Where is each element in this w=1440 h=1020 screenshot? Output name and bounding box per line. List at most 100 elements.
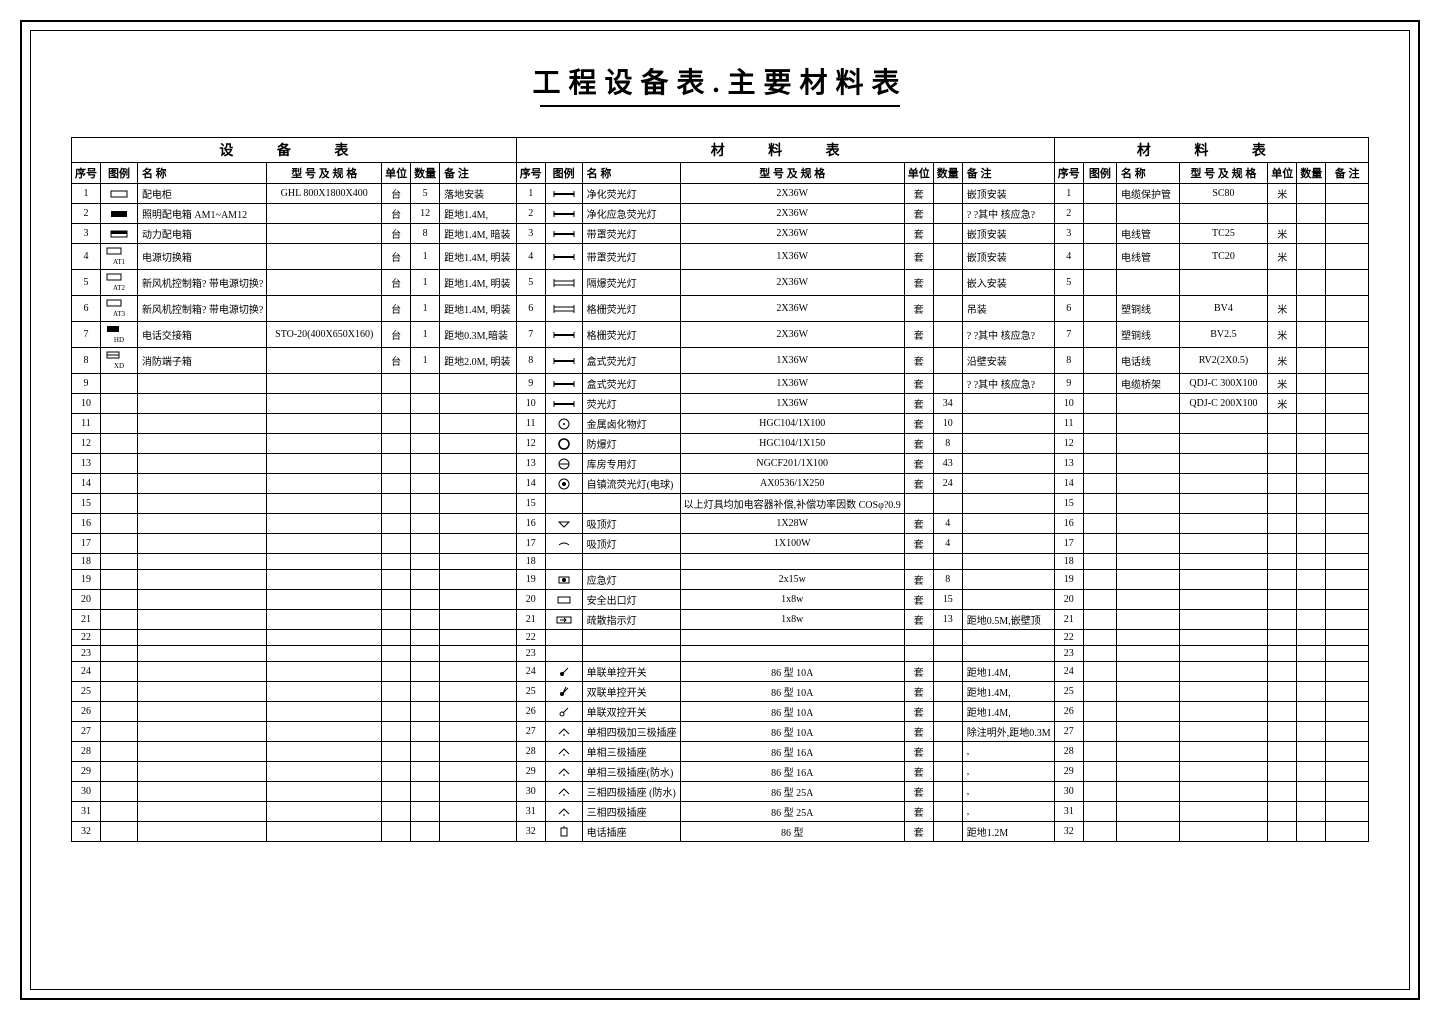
m1-note: 除注明外,距地0.3M bbox=[962, 722, 1054, 742]
m1-seq: 23 bbox=[516, 646, 545, 662]
eq-name bbox=[137, 782, 266, 802]
m1-unit: 套 bbox=[904, 514, 933, 534]
eq-qty bbox=[411, 822, 440, 842]
m2-note bbox=[1326, 244, 1369, 270]
m1-seq: 18 bbox=[516, 554, 545, 570]
eq-qty bbox=[411, 374, 440, 394]
m1-name bbox=[582, 630, 680, 646]
m1-seq: 19 bbox=[516, 570, 545, 590]
m2-unit bbox=[1268, 414, 1297, 434]
eq-name bbox=[137, 630, 266, 646]
m1-seq: 1 bbox=[516, 184, 545, 204]
m2-name bbox=[1116, 474, 1179, 494]
m2-icon bbox=[1083, 534, 1116, 554]
eq-name bbox=[137, 434, 266, 454]
m1-note: ? ?其中 核应急? bbox=[962, 374, 1054, 394]
eq-note bbox=[440, 646, 517, 662]
eq-model bbox=[267, 742, 382, 762]
m1-seq: 16 bbox=[516, 514, 545, 534]
m2-note bbox=[1326, 454, 1369, 474]
eq-qty bbox=[411, 534, 440, 554]
m2-qty bbox=[1297, 414, 1326, 434]
m2-icon bbox=[1083, 322, 1116, 348]
eq-seq: 1 bbox=[72, 184, 101, 204]
m2-name bbox=[1116, 590, 1179, 610]
m1-qty: 4 bbox=[933, 534, 962, 554]
m1-icon bbox=[545, 590, 582, 610]
m1-unit: 套 bbox=[904, 762, 933, 782]
inner-frame: 工程设备表.主要材料表 设 备 表 材 料 表 材 料 表 序号 图例 名 称 … bbox=[30, 30, 1410, 990]
m1-unit bbox=[904, 494, 933, 514]
eq-model bbox=[267, 224, 382, 244]
eq-unit: 台 bbox=[382, 348, 411, 374]
m1-note bbox=[962, 394, 1054, 414]
m2-name bbox=[1116, 610, 1179, 630]
eq-qty: 1 bbox=[411, 322, 440, 348]
m2-note bbox=[1326, 204, 1369, 224]
m2-note bbox=[1326, 662, 1369, 682]
m1-model: 1X28W bbox=[680, 514, 904, 534]
m1-name: 单联双控开关 bbox=[582, 702, 680, 722]
m1-qty: 10 bbox=[933, 414, 962, 434]
m1-model: 2X36W bbox=[680, 296, 904, 322]
m2-qty bbox=[1297, 394, 1326, 414]
m2-name: 电线管 bbox=[1116, 224, 1179, 244]
eq-name: 消防端子箱 bbox=[137, 348, 266, 374]
m1-seq: 13 bbox=[516, 454, 545, 474]
m1-unit: 套 bbox=[904, 414, 933, 434]
eq-unit bbox=[382, 722, 411, 742]
eq-icon bbox=[101, 702, 138, 722]
m1-name: 双联单控开关 bbox=[582, 682, 680, 702]
m1-icon bbox=[545, 374, 582, 394]
eq-name: 电源切换箱 bbox=[137, 244, 266, 270]
m2-unit bbox=[1268, 682, 1297, 702]
eq-seq: 12 bbox=[72, 434, 101, 454]
eq-note bbox=[440, 494, 517, 514]
m1-model: HGC104/1X150 bbox=[680, 434, 904, 454]
m2-seq: 5 bbox=[1054, 270, 1083, 296]
eq-seq: 21 bbox=[72, 610, 101, 630]
m2-model bbox=[1179, 270, 1268, 296]
eq-seq: 30 bbox=[72, 782, 101, 802]
eq-unit: 台 bbox=[382, 270, 411, 296]
eq-note: 距地1.4M, 明装 bbox=[440, 296, 517, 322]
m1-unit: 套 bbox=[904, 590, 933, 610]
eq-icon: XD bbox=[101, 348, 138, 374]
m2-icon bbox=[1083, 662, 1116, 682]
eq-unit bbox=[382, 822, 411, 842]
m1-qty: 24 bbox=[933, 474, 962, 494]
m2-note bbox=[1326, 722, 1369, 742]
eq-note: 距地1.4M, 明装 bbox=[440, 244, 517, 270]
eq-model bbox=[267, 514, 382, 534]
h-unit1: 单位 bbox=[382, 163, 411, 184]
eq-unit bbox=[382, 494, 411, 514]
m1-seq: 25 bbox=[516, 682, 545, 702]
m2-note bbox=[1326, 184, 1369, 204]
eq-unit bbox=[382, 762, 411, 782]
m1-name: 盒式荧光灯 bbox=[582, 348, 680, 374]
m2-qty bbox=[1297, 322, 1326, 348]
eq-icon bbox=[101, 534, 138, 554]
m2-icon bbox=[1083, 224, 1116, 244]
m2-name bbox=[1116, 494, 1179, 514]
table-row: 5AT2新风机控制箱? 带电源切换?台1距地1.4M, 明装5隔爆荧光灯2X36… bbox=[72, 270, 1369, 296]
eq-icon bbox=[101, 494, 138, 514]
m1-seq: 27 bbox=[516, 722, 545, 742]
m2-qty bbox=[1297, 244, 1326, 270]
eq-qty bbox=[411, 742, 440, 762]
m1-icon bbox=[545, 414, 582, 434]
m1-qty: 34 bbox=[933, 394, 962, 414]
eq-icon bbox=[101, 762, 138, 782]
h-seq1: 序号 bbox=[72, 163, 101, 184]
eq-unit: 台 bbox=[382, 322, 411, 348]
eq-model bbox=[267, 570, 382, 590]
eq-note: 距地0.3M,暗装 bbox=[440, 322, 517, 348]
eq-model bbox=[267, 682, 382, 702]
h-qty3: 数量 bbox=[1297, 163, 1326, 184]
eq-icon bbox=[101, 610, 138, 630]
eq-note bbox=[440, 434, 517, 454]
m1-model: 1X36W bbox=[680, 244, 904, 270]
m2-model bbox=[1179, 646, 1268, 662]
eq-model bbox=[267, 610, 382, 630]
m2-qty bbox=[1297, 494, 1326, 514]
